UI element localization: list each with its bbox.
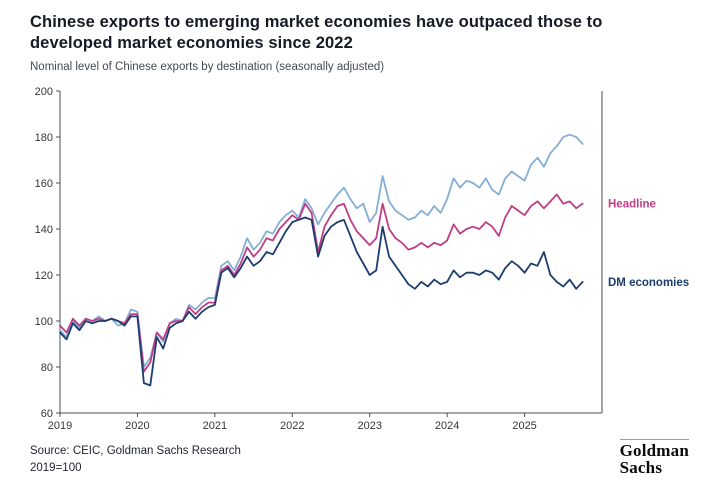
y-tick-label: 120 xyxy=(35,270,53,282)
chart-title: Chinese exports to emerging market econo… xyxy=(30,13,603,53)
exports-line-chart: 60 80 100 120 140 160 180 200 2019 2020 2021 2022 20… xyxy=(35,86,689,432)
x-tick-label: 2023 xyxy=(357,420,381,432)
x-tick-label: 2019 xyxy=(48,420,72,432)
x-tick-label: 2020 xyxy=(125,420,149,432)
source-block: Source: CEIC, Goldman Sachs Research 201… xyxy=(30,443,241,476)
x-tick-label: 2021 xyxy=(203,420,227,432)
x-tick-label: 2024 xyxy=(435,420,459,432)
index-note: 2019=100 xyxy=(30,461,82,474)
series-label-dm-economies: DM economies xyxy=(608,277,689,289)
logo-line-1: Goldman xyxy=(619,441,689,461)
goldman-sachs-logo: Goldman Sachs xyxy=(619,439,689,477)
y-tick-label: 100 xyxy=(35,316,53,328)
series-line-dm-economies xyxy=(59,216,584,387)
y-tick-label: 60 xyxy=(41,408,53,420)
chart-area: 60 80 100 120 140 160 180 200 2019 2020 2021 2022 20… xyxy=(30,83,689,435)
y-tick-label: 200 xyxy=(35,86,53,98)
x-tick-label: 2025 xyxy=(512,420,536,432)
chart-footer: Source: CEIC, Goldman Sachs Research 201… xyxy=(30,439,689,476)
source-text: Source: CEIC, Goldman Sachs Research xyxy=(30,445,241,458)
y-tick-label: 180 xyxy=(35,132,53,144)
y-tick-label: 160 xyxy=(35,178,53,190)
x-tick-label: 2022 xyxy=(280,420,304,432)
logo-line-2: Sachs xyxy=(619,457,663,477)
series-line-em-economies xyxy=(59,134,584,369)
series-label-headline: Headline xyxy=(608,199,656,211)
y-tick-label: 140 xyxy=(35,224,53,236)
chart-subtitle: Nominal level of Chinese exports by dest… xyxy=(30,61,385,74)
y-tick-label: 80 xyxy=(41,362,53,374)
series-line-headline xyxy=(59,193,584,373)
